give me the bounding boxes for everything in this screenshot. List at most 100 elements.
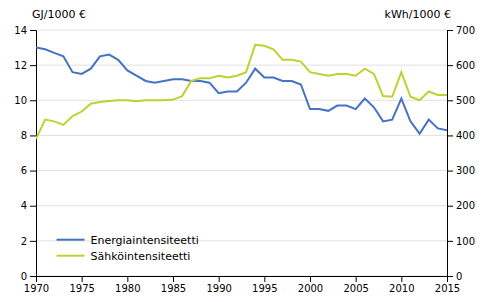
grid-line <box>36 170 447 171</box>
legend-swatch <box>57 255 85 257</box>
tick: 1995 <box>252 276 277 294</box>
tick-label: 1995 <box>252 283 277 294</box>
tick-mark <box>447 241 453 242</box>
tick-label: 200 <box>456 200 475 211</box>
tick-mark <box>447 135 453 136</box>
tick-mark <box>310 276 311 282</box>
tick-mark <box>447 276 453 277</box>
y2-axis: 0 100 200 300 400 500 600 700 <box>447 25 475 282</box>
legend: Energiaintensiteetti Sähköintensiteetti <box>57 234 199 263</box>
tick: 2005 <box>343 276 368 294</box>
plot-area <box>36 45 447 139</box>
tick-label: 4 <box>21 200 27 211</box>
tick-mark <box>30 171 36 172</box>
axis-line <box>448 31 454 277</box>
grid-line <box>36 135 447 136</box>
tick: 600 <box>447 60 475 71</box>
tick: 100 <box>447 236 475 247</box>
tick-mark <box>30 276 36 277</box>
y-axis-title: GJ/1000 € <box>32 8 86 21</box>
tick: 6 <box>21 165 36 176</box>
tick: 1985 <box>161 276 186 294</box>
series-line <box>36 45 447 139</box>
tick-mark <box>264 276 265 282</box>
legend-label: Energiaintensiteetti <box>91 234 199 247</box>
tick-label: 100 <box>456 236 475 247</box>
legend-label: Sähköintensiteetti <box>91 250 191 263</box>
tick-label: 14 <box>14 25 27 36</box>
tick-mark <box>30 100 36 101</box>
tick-label: 1980 <box>115 283 140 294</box>
tick-label: 0 <box>456 271 462 282</box>
tick-label: 1990 <box>206 283 231 294</box>
tick-mark <box>30 241 36 242</box>
tick-label: 300 <box>456 165 475 176</box>
tick-label: 1985 <box>161 283 186 294</box>
tick-mark <box>30 135 36 136</box>
x-axis: 1970 1975 1980 1985 1990 1995 2000 2005 2010 2015 <box>24 276 460 294</box>
chart: 1970197519801985199019952000200520102015… <box>0 0 491 302</box>
tick-mark <box>447 171 453 172</box>
tick-mark <box>401 276 402 282</box>
tick-label: 2 <box>21 236 27 247</box>
tick-mark <box>447 206 453 207</box>
tick: 1980 <box>115 276 140 294</box>
tick-label: 12 <box>14 60 27 71</box>
grid-line <box>36 205 447 206</box>
tick-label: 700 <box>456 25 475 36</box>
y2-axis-title: kWh/1000 € <box>385 8 451 21</box>
tick: 300 <box>447 165 475 176</box>
tick: 2010 <box>389 276 414 294</box>
tick-label: 8 <box>21 130 27 141</box>
legend-item: Sähköintensiteetti <box>57 250 191 263</box>
tick-label: 2005 <box>343 283 368 294</box>
tick-label: 6 <box>21 165 27 176</box>
tick: 1975 <box>69 276 94 294</box>
tick: 2 <box>21 236 36 247</box>
axis-line <box>30 31 37 277</box>
tick-label: 500 <box>456 95 475 106</box>
tick: 200 <box>447 200 475 211</box>
tick-mark <box>30 30 36 31</box>
series-line <box>36 48 447 134</box>
tick: 8 <box>21 130 36 141</box>
tick-label: 400 <box>456 130 475 141</box>
tick: 2000 <box>298 276 323 294</box>
tick-label: 600 <box>456 60 475 71</box>
tick: 1990 <box>206 276 231 294</box>
tick-label: 2000 <box>298 283 323 294</box>
tick: 0 <box>447 271 462 282</box>
axis-line <box>37 277 448 283</box>
tick-mark <box>356 276 357 282</box>
tick: 500 <box>447 95 475 106</box>
tick-mark <box>173 276 174 282</box>
tick: 4 <box>21 200 36 211</box>
y-axis: 0 2 4 6 8 10 12 14 <box>14 25 36 282</box>
tick-mark <box>219 276 220 282</box>
tick-label: 2010 <box>389 283 414 294</box>
grid-line <box>36 65 447 66</box>
tick-mark <box>30 65 36 66</box>
legend-swatch <box>57 239 85 241</box>
tick: 12 <box>14 60 36 71</box>
grid-line <box>36 30 447 31</box>
tick-label: 10 <box>14 95 27 106</box>
tick-label: 2015 <box>435 283 460 294</box>
tick: 0 <box>21 271 36 282</box>
grid <box>36 30 447 276</box>
tick-mark <box>30 206 36 207</box>
tick: 1970 <box>24 276 49 294</box>
tick: 400 <box>447 130 475 141</box>
tick-label: 0 <box>21 271 27 282</box>
tick-label: 1975 <box>69 283 94 294</box>
tick-mark <box>447 100 453 101</box>
tick-mark <box>127 276 128 282</box>
tick: 700 <box>447 25 475 36</box>
tick: 14 <box>14 25 36 36</box>
tick-label: 1970 <box>24 283 49 294</box>
tick: 10 <box>14 95 36 106</box>
tick-mark <box>447 30 453 31</box>
tick-mark <box>82 276 83 282</box>
legend-item: Energiaintensiteetti <box>57 234 199 247</box>
tick-mark <box>447 65 453 66</box>
